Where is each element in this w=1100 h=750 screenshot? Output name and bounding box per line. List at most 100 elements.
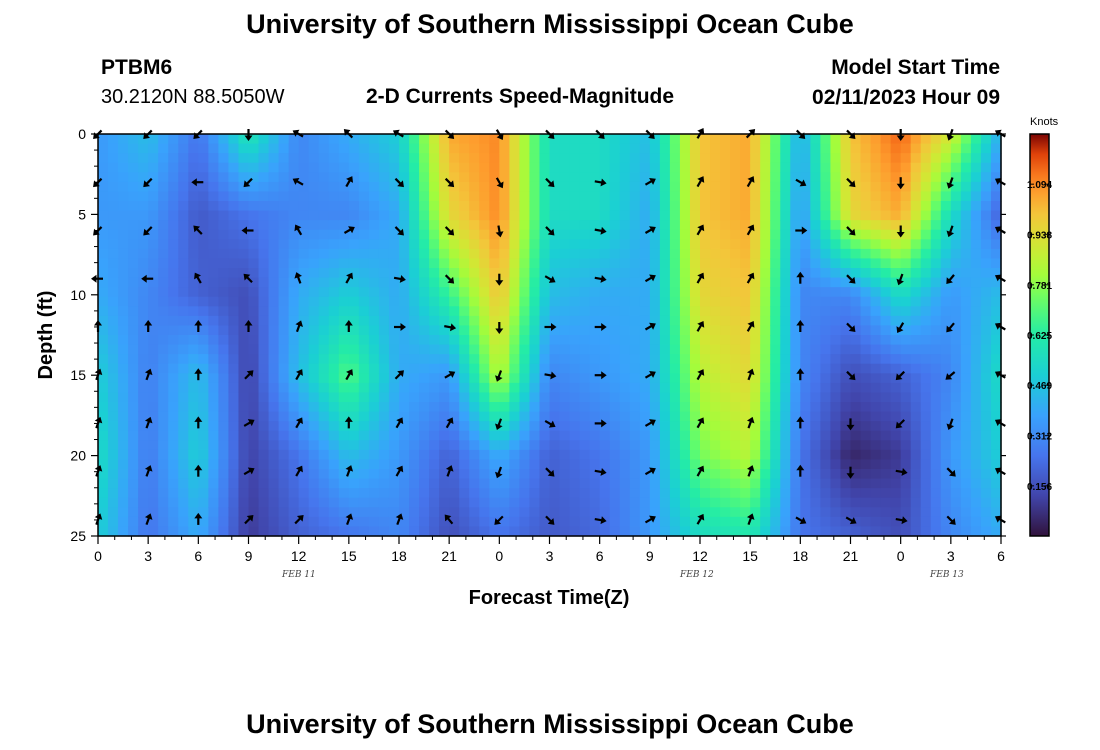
heatmap-cell	[539, 315, 551, 327]
heatmap-cell	[780, 382, 791, 394]
heatmap-cell	[308, 162, 320, 173]
heatmap-cell	[248, 306, 260, 317]
heatmap-cell	[579, 392, 591, 403]
heatmap-cell	[268, 478, 280, 489]
heatmap-cell	[489, 526, 500, 537]
heatmap-cell	[158, 306, 169, 317]
heatmap-cell	[128, 459, 139, 470]
heatmap-cell	[689, 469, 701, 480]
heatmap-cell	[228, 354, 240, 365]
heatmap-cell	[318, 296, 330, 307]
heatmap-cell	[990, 440, 1002, 451]
heatmap-cell	[228, 248, 240, 260]
heatmap-cell	[800, 325, 811, 336]
heatmap-cell	[148, 287, 159, 298]
heatmap-cell	[920, 430, 932, 441]
heatmap-cell	[639, 507, 651, 518]
heatmap-cell	[489, 421, 500, 432]
heatmap-cell	[208, 162, 219, 173]
heatmap-cell	[258, 162, 270, 173]
heatmap-cell	[689, 411, 701, 422]
heatmap-cell	[108, 258, 119, 269]
heatmap-cell	[980, 153, 992, 164]
heatmap-cell	[278, 392, 290, 403]
heatmap-cell	[449, 516, 460, 528]
heatmap-cell	[960, 229, 972, 240]
heatmap-cell	[419, 296, 430, 307]
heatmap-cell	[669, 449, 681, 461]
y-axis-label: Depth (ft)	[35, 291, 57, 380]
heatmap-cell	[629, 201, 641, 212]
heatmap-cell	[740, 201, 751, 212]
heatmap-cell	[720, 143, 731, 154]
current-arrow-head	[295, 320, 303, 327]
heatmap-cell	[920, 296, 932, 307]
current-arrow	[444, 370, 456, 379]
heatmap-cell	[439, 239, 450, 250]
heatmap-cell	[740, 344, 751, 355]
heatmap-cell	[659, 258, 671, 269]
heatmap-cell	[800, 258, 811, 269]
heatmap-cell	[439, 392, 450, 403]
heatmap-cell	[890, 469, 902, 480]
heatmap-cell	[429, 210, 440, 221]
heatmap-cell	[669, 162, 681, 173]
heatmap-cell	[539, 325, 551, 336]
heatmap-cell	[890, 201, 902, 212]
heatmap-cell	[178, 459, 189, 470]
heatmap-cell	[679, 153, 691, 164]
heatmap-cell	[810, 402, 821, 413]
heatmap-cell	[509, 248, 520, 260]
heatmap-cell	[710, 325, 721, 336]
heatmap-cell	[228, 497, 240, 508]
heatmap-cell	[258, 354, 270, 365]
heatmap-cell	[920, 440, 932, 451]
heatmap-cell	[679, 268, 691, 279]
heatmap-cell	[308, 248, 320, 260]
heatmap-cell	[609, 469, 621, 480]
heatmap-cell	[489, 268, 500, 279]
heatmap-cell	[298, 507, 310, 518]
heatmap-cell	[639, 248, 651, 260]
heatmap-cell	[850, 411, 862, 422]
heatmap-cell	[639, 239, 651, 250]
heatmap-cell	[278, 440, 290, 451]
heatmap-cell	[890, 478, 902, 489]
heatmap-cell	[419, 315, 430, 327]
y-tick-label: 15	[70, 367, 86, 383]
heatmap-cell	[880, 354, 892, 365]
heatmap-cell	[479, 516, 490, 528]
heatmap-cell	[238, 191, 250, 202]
heatmap-cell	[629, 162, 641, 173]
current-arrow	[445, 417, 454, 429]
current-arrow	[696, 272, 705, 284]
heatmap-cell	[348, 315, 360, 327]
heatmap-cell	[288, 162, 300, 173]
heatmap-cell	[940, 172, 952, 183]
current-arrow-head	[649, 370, 656, 378]
heatmap-cell	[358, 392, 370, 403]
heatmap-cell	[810, 296, 821, 307]
heatmap-cell	[750, 315, 761, 327]
heatmap-cell	[639, 229, 651, 240]
heatmap-cell	[599, 248, 611, 260]
heatmap-cell	[419, 143, 430, 154]
current-arrow	[243, 419, 255, 427]
heatmap-cell	[790, 488, 801, 499]
heatmap-cell	[338, 526, 350, 537]
current-arrow-head	[946, 423, 955, 430]
heatmap-cell	[328, 459, 340, 470]
heatmap-cell	[479, 277, 490, 288]
heatmap-cell	[178, 497, 189, 508]
heatmap-cell	[920, 411, 932, 422]
heatmap-cell	[549, 459, 561, 470]
current-arrow	[545, 467, 555, 477]
heatmap-cell	[388, 296, 400, 307]
heatmap-cell	[108, 497, 119, 508]
heatmap-cell	[138, 239, 149, 250]
heatmap-cell	[810, 191, 821, 202]
current-arrow	[896, 129, 905, 141]
heatmap-cell	[479, 229, 490, 240]
heatmap-cell	[308, 296, 320, 307]
current-arrow-head	[848, 228, 856, 236]
